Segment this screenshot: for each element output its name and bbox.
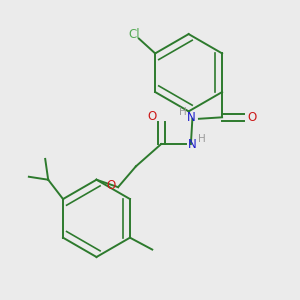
Text: H: H <box>179 107 187 117</box>
Text: Cl: Cl <box>129 28 140 40</box>
Text: H: H <box>198 134 206 144</box>
Text: N: N <box>187 111 196 124</box>
Text: N: N <box>188 138 197 152</box>
Text: O: O <box>248 111 257 124</box>
Text: O: O <box>106 179 115 192</box>
Text: O: O <box>147 110 156 123</box>
